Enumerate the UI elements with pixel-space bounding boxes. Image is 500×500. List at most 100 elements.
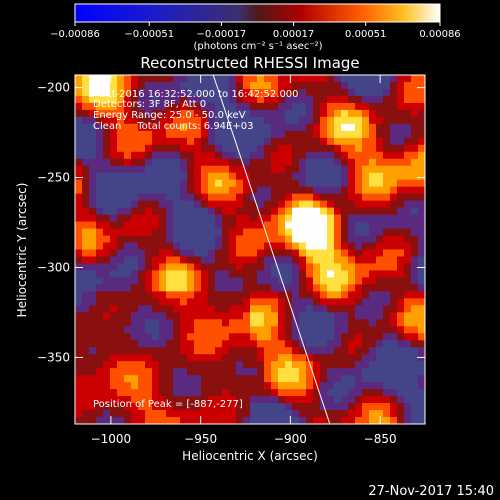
heatmap-cell (82, 151, 90, 160)
heatmap-cell (292, 75, 300, 83)
heatmap-cell (376, 88, 384, 97)
heatmap-cell (222, 214, 230, 222)
heatmap-cell (411, 221, 419, 229)
heatmap-cell (110, 116, 118, 125)
heatmap-cell (194, 340, 202, 348)
heatmap-cell (376, 382, 384, 390)
heatmap-cell (243, 284, 251, 292)
heatmap-cell (89, 291, 97, 299)
heatmap-cell (369, 207, 377, 215)
heatmap-cell (390, 102, 398, 111)
heatmap-cell (173, 396, 181, 404)
heatmap-cell (131, 151, 139, 160)
heatmap-cell (82, 249, 90, 257)
heatmap-cell (215, 340, 223, 348)
heatmap-cell (166, 417, 174, 424)
heatmap-cell (320, 102, 328, 111)
heatmap-cell (285, 340, 293, 348)
heatmap-cell (390, 81, 398, 90)
heatmap-cell (208, 95, 216, 104)
heatmap-cell (306, 270, 314, 278)
heatmap-cell (376, 375, 384, 383)
heatmap-cell (82, 95, 90, 104)
heatmap-cell (299, 179, 307, 188)
heatmap-cell (397, 389, 405, 397)
heatmap-cell (348, 172, 356, 181)
heatmap-cell (320, 319, 328, 327)
heatmap-cell (96, 109, 104, 118)
heatmap-cell (194, 361, 202, 369)
heatmap-cell (145, 144, 153, 153)
heatmap-cell (257, 326, 265, 334)
heatmap-cell (418, 396, 425, 404)
heatmap-cell (362, 207, 370, 215)
heatmap-cell (201, 263, 209, 271)
heatmap-cell (278, 319, 286, 327)
heatmap-cell (313, 256, 321, 264)
heatmap-cell (327, 88, 335, 97)
heatmap-cell (418, 200, 425, 209)
heatmap-cell (390, 88, 398, 97)
heatmap-cell (411, 81, 419, 90)
heatmap-cell (313, 137, 321, 146)
heatmap-cell (152, 382, 160, 390)
heatmap-cell (292, 333, 300, 341)
heatmap-cell (243, 382, 251, 390)
heatmap-cell (376, 305, 384, 313)
heatmap-cell (194, 151, 202, 160)
heatmap-cell (278, 214, 286, 222)
heatmap-cell (390, 249, 398, 257)
heatmap-cell (208, 151, 216, 160)
heatmap-cell (285, 270, 293, 278)
heatmap-cell (299, 172, 307, 181)
heatmap-cell (404, 403, 412, 411)
heatmap-cell (110, 214, 118, 222)
heatmap-cell (271, 263, 279, 271)
heatmap-cell (194, 88, 202, 97)
heatmap-cell (299, 123, 307, 132)
heatmap-cell (215, 95, 223, 104)
heatmap-cell (383, 214, 391, 222)
heatmap-cell (250, 144, 258, 153)
heatmap-cell (404, 256, 412, 264)
heatmap-cell (152, 389, 160, 397)
heatmap-cell (306, 186, 314, 195)
heatmap-cell (418, 382, 425, 390)
heatmap-cell (313, 144, 321, 153)
heatmap-cell (124, 368, 132, 376)
heatmap-cell (124, 242, 132, 250)
heatmap-cell (243, 256, 251, 264)
heatmap-cell (341, 389, 349, 397)
heatmap-cell (341, 95, 349, 104)
heatmap-cell (327, 305, 335, 313)
heatmap-cell (187, 263, 195, 271)
heatmap-cell (124, 256, 132, 264)
heatmap-cell (250, 256, 258, 264)
heatmap-cell (229, 165, 237, 174)
heatmap-cell (320, 382, 328, 390)
heatmap-cell (229, 116, 237, 125)
heatmap-cell (166, 228, 174, 236)
heatmap-cell (278, 256, 286, 264)
heatmap-cell (208, 221, 216, 229)
heatmap-cell (271, 158, 279, 167)
heatmap-cell (131, 123, 139, 132)
heatmap-cell (110, 298, 118, 306)
heatmap-cell (187, 291, 195, 299)
heatmap-cell (271, 347, 279, 355)
heatmap-cell (362, 417, 370, 424)
heatmap-cell (173, 361, 181, 369)
heatmap-cell (159, 137, 167, 146)
heatmap-cell (341, 291, 349, 299)
heatmap-cell (411, 312, 419, 320)
heatmap-cell (173, 333, 181, 341)
annotation-time-range: 2-Oct-2016 16:32:52.000 to 16:42:52.000 (88, 89, 299, 100)
heatmap-cell (376, 340, 384, 348)
heatmap-cell (145, 382, 153, 390)
heatmap-cell (278, 410, 286, 418)
heatmap-cell (376, 368, 384, 376)
heatmap-cell (222, 172, 230, 181)
annotation-peak-position: Position of Peak = [-887,-277] (93, 399, 243, 410)
heatmap-cell (418, 81, 425, 90)
heatmap-cell (369, 305, 377, 313)
